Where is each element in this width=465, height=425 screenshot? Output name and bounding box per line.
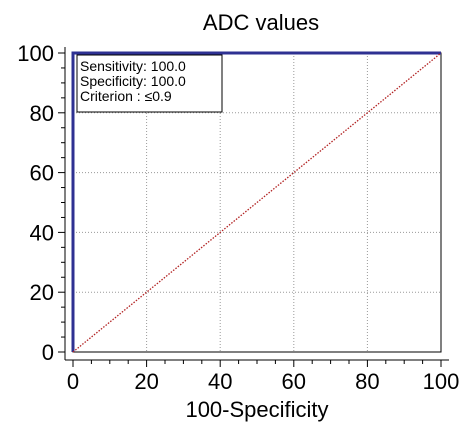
y-tick-label: 20 <box>30 280 54 305</box>
plot-area: 0 20 40 60 80 100 0 20 40 60 80 100 <box>17 41 459 394</box>
info-box-border <box>76 54 223 113</box>
y-tick-label: 80 <box>30 101 54 126</box>
x-axis-title: 100-Specificity <box>185 397 328 422</box>
reference-diagonal-line <box>72 52 442 353</box>
chart-title: ADC values <box>203 10 319 35</box>
specificity-label: Specificity: 100.0 <box>80 73 186 89</box>
criterion-label: Criterion : ≤0.9 <box>80 88 172 104</box>
y-tick-label: 40 <box>30 220 54 245</box>
y-tick-label: 100 <box>17 41 54 66</box>
sensitivity-label: Sensitivity: 100.0 <box>80 58 186 74</box>
x-tick-label: 60 <box>282 369 306 394</box>
roc-curve-line <box>71 51 441 352</box>
x-tick-label: 40 <box>208 369 232 394</box>
x-tick-label: 100 <box>423 369 460 394</box>
y-tick-label: 60 <box>30 161 54 186</box>
x-tick-label: 0 <box>67 369 79 394</box>
y-tick-label: 0 <box>42 340 54 365</box>
x-tick-label: 80 <box>355 369 379 394</box>
x-tick-label: 20 <box>134 369 158 394</box>
criterion-info-box: Sensitivity: 100.0 Specificity: 100.0 Cr… <box>76 54 223 113</box>
